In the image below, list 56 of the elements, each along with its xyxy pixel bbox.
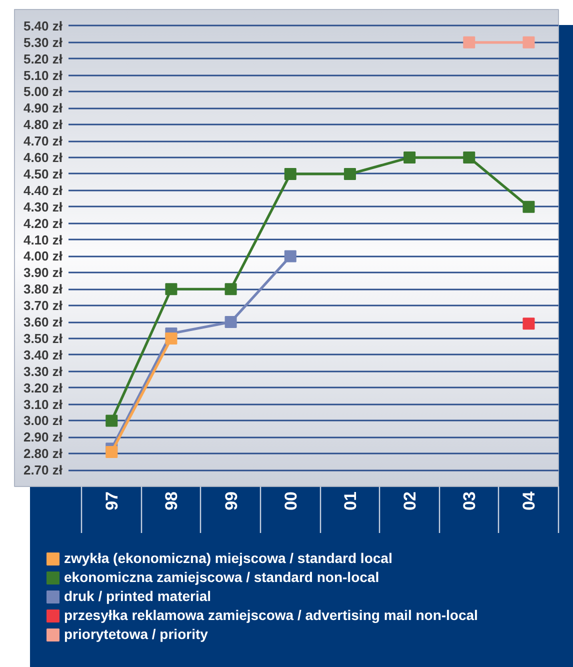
- point: [404, 152, 416, 164]
- point: [106, 446, 118, 458]
- y-tick-label: 4.00 zł: [23, 248, 63, 264]
- x-tick-label: 98: [162, 491, 182, 510]
- y-tick-label: 3.00 zł: [23, 413, 63, 428]
- x-tick-label: 04: [520, 490, 539, 510]
- y-tick-label: 2.90 zł: [23, 430, 63, 445]
- point: [463, 152, 476, 164]
- point: [284, 250, 296, 262]
- point: [165, 332, 178, 344]
- x-tick-label: 01: [340, 491, 360, 510]
- legend-label: druk / printed material: [64, 588, 212, 604]
- legend-label: zwykła (ekonomiczna) miejscowa / standard local: [64, 550, 392, 566]
- y-tick-label: 3.10 zł: [23, 396, 63, 412]
- point: [522, 200, 535, 213]
- point: [224, 316, 237, 328]
- y-tick-label: 3.30 zł: [23, 364, 63, 379]
- y-tick-label: 3.50 zł: [23, 330, 63, 346]
- y-tick-label: 3.70 zł: [23, 298, 63, 314]
- legend-label: priorytetowa / priority: [64, 626, 208, 642]
- y-tick-label: 4.50 zł: [23, 166, 63, 182]
- legend-label: ekonomiczna zamiejscowa / standard non-local: [64, 569, 380, 585]
- x-tick-label: 00: [281, 491, 300, 510]
- y-tick-label: 4.10 zł: [23, 232, 63, 248]
- y-tick-label: 3.90 zł: [23, 265, 63, 280]
- x-tick-label: 02: [400, 491, 420, 510]
- point: [224, 283, 237, 296]
- point: [522, 318, 535, 330]
- y-tick-label: 4.80 zł: [23, 117, 63, 132]
- y-tick-label: 3.80 zł: [23, 282, 63, 297]
- y-tick-label: 4.90 zł: [23, 100, 63, 116]
- y-tick-label: 4.20 zł: [23, 216, 63, 231]
- y-tick-label: 5.10 zł: [23, 68, 63, 83]
- y-tick-label: 2.70 zł: [23, 462, 63, 478]
- point: [106, 414, 118, 427]
- x-tick-label: 03: [460, 491, 480, 510]
- y-tick-label: 2.80 zł: [23, 446, 63, 462]
- y-tick-label: 5.20 zł: [23, 51, 63, 66]
- y-tick-label: 3.60 zł: [23, 314, 63, 330]
- point: [463, 36, 476, 48]
- legend-label: przesyłka reklamowa zamiejscowa / advertising mail non-local: [64, 607, 478, 623]
- y-tick-label: 5.00 zł: [23, 84, 63, 100]
- y-tick-label: 3.20 zł: [23, 380, 63, 396]
- y-tick-label: 4.40 zł: [23, 182, 63, 198]
- point: [522, 36, 535, 48]
- point: [284, 168, 296, 180]
- point: [165, 283, 178, 296]
- y-tick-label: 4.30 zł: [23, 199, 63, 214]
- y-tick-label: 4.60 zł: [23, 150, 63, 166]
- y-tick-label: 5.40 zł: [23, 18, 63, 34]
- x-tick-label: 99: [222, 491, 241, 510]
- y-tick-label: 3.40 zł: [23, 347, 63, 362]
- point: [344, 168, 356, 180]
- x-tick-label: 97: [102, 491, 122, 510]
- y-tick-label: 4.70 zł: [23, 134, 63, 149]
- y-tick-label: 5.30 zł: [23, 34, 63, 50]
